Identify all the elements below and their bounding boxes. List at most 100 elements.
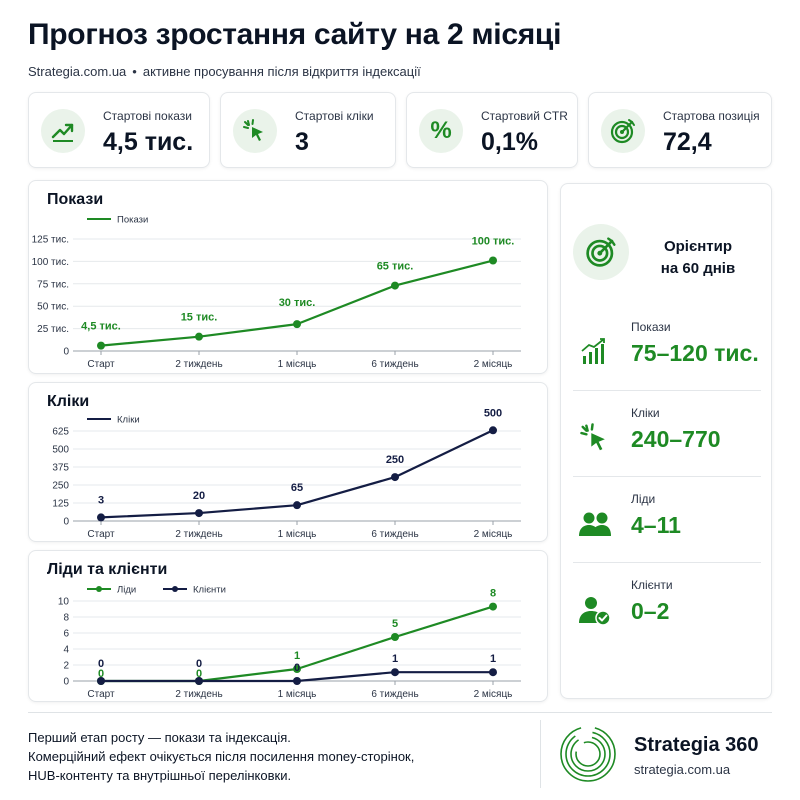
y-tick-label: 0 [63,677,69,688]
footer-line: Перший етап росту — покази та індексація… [28,730,291,745]
data-label: 500 [484,407,502,419]
target-icon [573,224,629,280]
sidebar-item-label: Кліки [631,406,660,420]
data-point [97,341,105,350]
x-tick-label: 6 тиждень [371,359,418,370]
y-tick-label: 6 [63,629,69,640]
y-tick-label: 125 [52,499,69,510]
x-tick-label: 6 тиждень [371,689,418,700]
sidebar-item-clicks: Кліки 240–770 [561,390,773,476]
data-point [97,677,105,685]
stat-label: Стартовий CTR [481,109,568,123]
data-label: 0 [196,658,202,670]
stat-card-position: Стартова позиція 72,4 [588,92,772,168]
x-tick-label: Старт [87,529,115,540]
bar-chart-icon [577,334,613,370]
x-tick-label: 1 місяць [278,689,317,700]
data-point [293,501,301,510]
data-label: 8 [490,588,496,600]
click-cursor-icon [577,420,613,456]
chart-card-shows: Покази 0 25 тис. 50 тис. 75 тис. 100 тис. 125… [28,180,548,374]
legend-marker [96,586,102,592]
y-tick-label: 4 [63,645,69,656]
divider [573,562,761,563]
legend-label: Ліди [117,585,136,596]
stat-card-clicks: Стартові кліки 3 [220,92,396,168]
y-tick-label: 625 [52,427,69,438]
stat-value: 3 [295,128,309,156]
y-tick-label: 8 [63,613,69,624]
y-tick-label: 0 [63,347,69,358]
sidebar-item-value: 240–770 [631,426,721,452]
sidebar-item-shows: Покази 75–120 тис. [561,304,773,390]
x-tick-label: 2 тиждень [175,689,222,700]
stat-label: Стартова позиція [663,109,760,123]
stat-value: 0,1% [481,128,538,156]
data-point [391,633,399,641]
sidebar-item-value: 75–120 тис. [631,340,759,366]
data-label: 100 тис. [472,236,515,248]
brand-logo-icon [560,726,616,782]
data-point [391,668,399,677]
data-point [489,256,497,265]
percent-icon: % [419,109,463,153]
sidebar-title: Орієнтир на 60 днів [643,236,753,280]
site-name: Strategia.com.ua [28,64,127,79]
y-tick-label: 375 [52,463,69,474]
stat-value: 72,4 [663,128,712,156]
y-tick-label: 0 [63,517,69,528]
y-tick-label: 75 тис. [37,279,69,290]
x-tick-label: Старт [87,359,115,370]
x-tick-label: 2 місяць [474,689,513,700]
x-tick-label: 1 місяць [278,529,317,540]
footer-line: HUB-контенту та внутрішньої перелінковки… [28,768,292,783]
tagline: активне просування після відкриття індек… [142,64,421,79]
legend-label: Клієнти [193,585,226,596]
chart-title: Покази [47,191,104,208]
sidebar-item-value: 4–11 [631,512,681,538]
chart-title: Кліки [47,393,90,410]
data-label: 1 [392,653,398,665]
y-tick-label: 125 тис. [32,235,69,246]
y-tick-label: 500 [52,445,69,456]
data-point [293,665,301,673]
data-point [391,473,399,482]
data-label: 1 [490,653,496,665]
data-label: 20 [193,490,205,502]
divider [573,390,761,391]
data-point [195,677,203,685]
data-label: 3 [98,494,104,506]
brand-url: strategia.com.ua [634,762,731,777]
sidebar-item-label: Покази [631,320,671,334]
stat-value: 4,5 тис. [103,128,194,156]
footer-note: Перший етап росту — покази та індексація… [28,728,414,785]
chart-shows: 0 25 тис. 50 тис. 75 тис. 100 тис. 125 тис. Ст… [32,215,521,370]
footer-line: Комерційний ефект очікується після посил… [28,749,415,764]
data-point [97,513,105,522]
target-icon [601,109,645,153]
chart-card-leads: Ліди та клієнти 0 2 4 6 8 10 Старт 2 тиждень 1 м… [28,550,548,702]
sidebar-title-line1: Орієнтир [663,238,733,255]
sidebar-item-label: Ліди [631,492,656,506]
data-point [489,602,497,611]
divider [573,476,761,477]
data-label: 15 тис. [181,312,218,324]
stat-label: Стартові кліки [295,109,374,123]
y-tick-label: 25 тис. [37,324,69,335]
x-tick-label: 2 місяць [474,359,513,370]
data-label: 4,5 тис. [81,321,121,333]
stat-card-shows: Стартові покази 4,5 тис. [28,92,210,168]
data-point [489,426,497,435]
target-sidebar: Орієнтир на 60 днів Покази 75–120 тис. К… [560,183,772,699]
x-tick-label: 2 тиждень [175,529,222,540]
trend-up-icon [41,109,85,153]
data-label: 0 [294,662,300,674]
data-label: 0 [98,658,104,670]
page-title: Прогноз зростання сайту на 2 місяці [28,18,562,51]
click-cursor-icon [233,109,277,153]
data-label: 0 [98,668,104,680]
brand-name: Strategia 360 [634,734,759,756]
x-tick-label: 1 місяць [278,359,317,370]
data-label: 1 [294,650,300,662]
